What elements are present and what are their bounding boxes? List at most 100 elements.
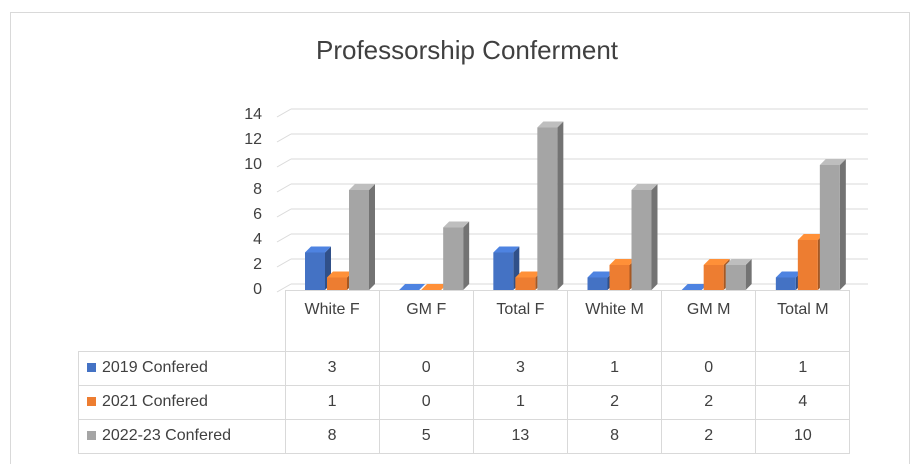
bar: [327, 271, 353, 290]
bar-top: [587, 271, 614, 278]
table-value: 4: [755, 384, 851, 420]
bar-front: [703, 265, 724, 290]
bar-top: [819, 159, 846, 165]
table-value: 8: [566, 418, 663, 454]
y-tick-label: 12: [244, 131, 262, 148]
bar: [681, 284, 708, 290]
x-tick-label: White M: [566, 290, 663, 352]
bar-front: [775, 277, 796, 290]
bar-front: [797, 240, 818, 290]
data-table: White F GM F Total F White M GM M Total M 2019…: [78, 290, 851, 454]
bar-front: [515, 277, 536, 290]
bar-front: [493, 252, 514, 290]
bar-front: [537, 127, 558, 290]
bar-top: [515, 271, 542, 278]
bar-top: [725, 259, 752, 265]
legend-key: [87, 363, 96, 372]
table-value: 0: [378, 384, 474, 420]
legend-label: 2022-23 Confered: [102, 427, 231, 444]
y-tick-label: 6: [253, 206, 262, 223]
table-value: 3: [284, 350, 380, 386]
table-value: 2: [661, 384, 757, 420]
table-value: 3: [472, 350, 568, 386]
legend-entry: 2021 Confered: [78, 384, 286, 420]
table-value: 1: [472, 384, 568, 420]
bar-front: [327, 277, 347, 290]
bar-top: [775, 271, 802, 278]
bar: [819, 159, 846, 290]
bar-front: [631, 190, 652, 290]
legend-key: [87, 397, 96, 406]
grid-line-depth: [276, 208, 292, 218]
grid-line-depth: [276, 258, 292, 268]
grid-line-depth: [276, 108, 292, 118]
x-tick-label: GM F: [378, 290, 474, 352]
bar: [725, 259, 752, 290]
bar: [349, 184, 375, 290]
table-row: 2022-23 Confered 8 5 13 8 2 10: [78, 418, 851, 454]
grid-line-depth: [276, 158, 292, 168]
y-tick-label: 10: [244, 156, 262, 173]
x-tick-label: GM M: [661, 290, 757, 352]
bar: [305, 246, 331, 290]
table-value: 1: [755, 350, 851, 386]
table-value: 2: [661, 418, 757, 454]
table-value: 10: [755, 418, 851, 454]
bar: [537, 121, 564, 290]
table-value: 0: [378, 350, 474, 386]
legend-label: 2019 Confered: [102, 359, 208, 376]
bar-side: [839, 159, 846, 290]
bar-top: [443, 221, 470, 228]
x-tick-label: Total F: [472, 290, 568, 352]
x-tick-label: White F: [284, 290, 380, 352]
y-tick-label: 0: [253, 281, 262, 298]
bar-top: [537, 121, 564, 128]
bar-top: [305, 246, 331, 253]
bar-top: [703, 259, 730, 265]
legend-key: [87, 431, 96, 440]
y-tick-label: 4: [253, 231, 262, 248]
bar: [631, 184, 658, 290]
bar-side: [557, 121, 564, 290]
table-value: 8: [284, 418, 380, 454]
bar: [399, 284, 426, 290]
grid-line-depth: [276, 283, 292, 293]
bar-top: [609, 259, 636, 265]
table-row: 2021 Confered 1 0 1 2 2 4: [78, 384, 851, 420]
bar: [443, 221, 470, 290]
bar-side: [369, 184, 375, 290]
bar-top: [797, 234, 824, 240]
legend-entry: 2019 Confered: [78, 350, 286, 386]
bar-side: [651, 184, 658, 290]
bar-top: [421, 284, 448, 290]
bar-top: [681, 284, 708, 290]
bar-front: [587, 277, 608, 290]
y-tick-label: 8: [253, 181, 262, 198]
bar-front: [609, 265, 630, 290]
table-corner: [79, 291, 286, 352]
bar-top: [631, 184, 658, 190]
grid-line-depth: [276, 133, 292, 143]
chart-frame: [10, 12, 910, 464]
table-value: 1: [284, 384, 380, 420]
table-value: 0: [661, 350, 757, 386]
bar-top: [327, 271, 353, 278]
y-tick-label: 14: [244, 106, 262, 123]
bar-front: [305, 252, 325, 290]
x-tick-label: Total M: [755, 290, 851, 352]
table-value: 1: [566, 350, 663, 386]
y-tick-label: 2: [253, 256, 262, 273]
bar-front: [443, 227, 464, 290]
legend-entry: 2022-23 Confered: [78, 418, 286, 454]
bar-side: [745, 259, 752, 290]
table-header-row: White F GM F Total F White M GM M Total M: [79, 290, 851, 352]
chart-title: Professorship Conferment: [316, 35, 619, 65]
table-value: 13: [472, 418, 568, 454]
bar-front: [819, 165, 840, 290]
table-value: 5: [378, 418, 474, 454]
table-value: 2: [566, 384, 663, 420]
bar-side: [463, 221, 470, 290]
grid-line-depth: [276, 183, 292, 193]
